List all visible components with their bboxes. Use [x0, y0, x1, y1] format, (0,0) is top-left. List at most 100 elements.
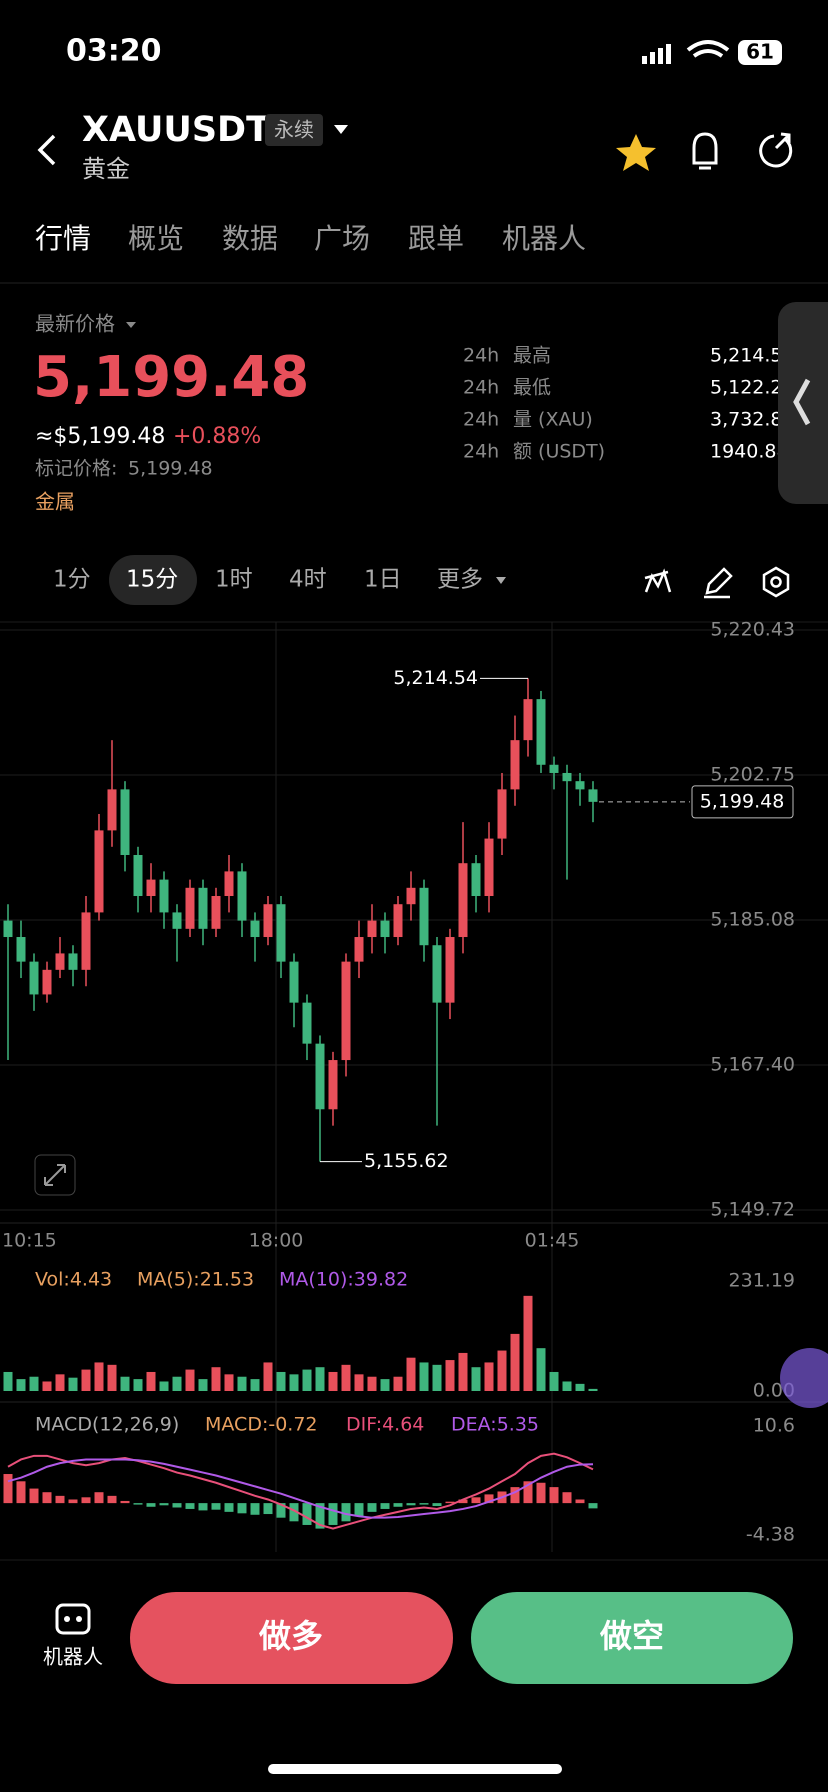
symbol-dropdown[interactable] — [334, 125, 348, 134]
macd-bar — [159, 1503, 169, 1506]
volume-bar — [250, 1379, 260, 1391]
interval[interactable]: 4时 — [289, 567, 327, 593]
y-tick-label: 5,202.75 — [710, 764, 795, 786]
macd-bar — [81, 1497, 91, 1504]
asset-name: 黄金 — [82, 155, 130, 183]
volume-bar — [315, 1367, 325, 1391]
active-interval-bg — [109, 555, 197, 605]
usd-price: ≈$5,199.48 — [35, 424, 165, 449]
macd-bar — [198, 1503, 208, 1511]
macd-bar — [302, 1503, 312, 1525]
candle-body — [328, 1060, 338, 1110]
macd-bar — [224, 1503, 234, 1512]
more-dropdown[interactable] — [496, 577, 506, 584]
volume-bar — [107, 1364, 117, 1391]
macd-bar — [328, 1503, 338, 1525]
stat-label: 最高 — [513, 345, 551, 367]
volume-bar — [328, 1371, 338, 1391]
stat-period: 24h — [463, 441, 499, 463]
favorite[interactable] — [616, 134, 656, 171]
y-tick-label: 5,149.72 — [710, 1199, 795, 1221]
settings-dot — [770, 576, 782, 588]
candle-body — [263, 904, 273, 938]
draw-icon[interactable] — [704, 567, 733, 599]
interval[interactable]: 更多 — [437, 567, 483, 593]
candle-body — [172, 912, 182, 929]
dea-line — [7, 1458, 594, 1519]
candle-body — [510, 740, 520, 790]
interval[interactable]: 1分 — [53, 567, 91, 593]
long-label[interactable]: 做多 — [258, 1617, 323, 1655]
back-button[interactable] — [37, 134, 56, 166]
candle-body — [406, 887, 416, 905]
macd-bar — [432, 1503, 442, 1507]
price-label: 最新价格 — [35, 312, 115, 336]
fullscreen[interactable] — [34, 1154, 76, 1196]
volume-bar — [172, 1376, 182, 1391]
short-label[interactable]: 做空 — [599, 1617, 664, 1655]
candle-body — [120, 789, 130, 855]
candle-body — [42, 969, 52, 995]
stat-period: 24h — [463, 409, 499, 431]
mark-label: 标记价格: — [35, 458, 117, 480]
volume-bar — [276, 1371, 286, 1391]
macd-bar — [289, 1503, 299, 1522]
macd-label: MACD:-0.72 — [205, 1414, 318, 1436]
macd-bar — [120, 1500, 130, 1504]
candle-body — [94, 830, 104, 913]
candle-body — [211, 896, 221, 929]
macd-bar — [484, 1494, 494, 1504]
volume-bar — [497, 1350, 507, 1391]
volume-bar — [380, 1379, 390, 1391]
macd-bar — [55, 1495, 65, 1504]
volume-bar — [120, 1376, 130, 1391]
symbol[interactable]: XAUUSDT — [82, 110, 270, 150]
candle-body — [354, 937, 364, 962]
volume-bar — [29, 1376, 39, 1391]
stat-value: 3,732.8 — [710, 409, 783, 431]
macd-bar — [3, 1474, 13, 1504]
indicator-icon[interactable] — [644, 568, 672, 593]
price-dropdown[interactable] — [126, 322, 136, 328]
candle-body — [588, 789, 598, 802]
robot-icon[interactable] — [55, 1603, 91, 1635]
tab[interactable]: 跟单 — [408, 222, 464, 255]
candle-body — [562, 772, 572, 782]
macd-bar — [185, 1503, 195, 1509]
share[interactable] — [759, 132, 793, 168]
settings-icon[interactable] — [762, 566, 790, 598]
candle-body — [29, 961, 39, 995]
interval[interactable]: 1时 — [215, 567, 253, 593]
interval[interactable]: 15分 — [126, 567, 178, 593]
high-label: 5,214.54 — [393, 667, 478, 689]
volume-bar — [471, 1367, 481, 1391]
tab[interactable]: 机器人 — [502, 222, 586, 255]
assistant-bubble[interactable] — [780, 1348, 828, 1408]
alert[interactable] — [692, 132, 718, 170]
macd-bar — [562, 1492, 572, 1504]
volume-bar — [185, 1369, 195, 1391]
macd-label: DEA:5.35 — [451, 1414, 539, 1436]
side-panel-arrow — [793, 378, 811, 426]
robot-label[interactable]: 机器人 — [43, 1645, 103, 1669]
volume-bar — [146, 1371, 156, 1391]
tab[interactable]: 数据 — [222, 222, 278, 255]
stat-label: 量 (XAU) — [513, 409, 593, 431]
tab[interactable]: 概览 — [128, 222, 184, 255]
macd-bar — [29, 1488, 39, 1504]
long-button[interactable] — [130, 1592, 453, 1684]
short-button[interactable] — [471, 1592, 793, 1684]
tab[interactable]: 行情 — [35, 222, 91, 255]
macd-bar — [133, 1503, 143, 1505]
robot-eye — [64, 1616, 70, 1622]
stat-value: 5,214.5 — [710, 345, 783, 367]
interval[interactable]: 1日 — [364, 567, 402, 593]
volume-bar — [393, 1376, 403, 1391]
mark-price: 5,199.48 — [128, 458, 213, 480]
side-panel[interactable] — [778, 302, 828, 504]
tab[interactable]: 广场 — [314, 222, 370, 255]
volume-bar — [588, 1388, 598, 1391]
tag-bg — [265, 114, 323, 146]
volume-bar — [198, 1379, 208, 1391]
